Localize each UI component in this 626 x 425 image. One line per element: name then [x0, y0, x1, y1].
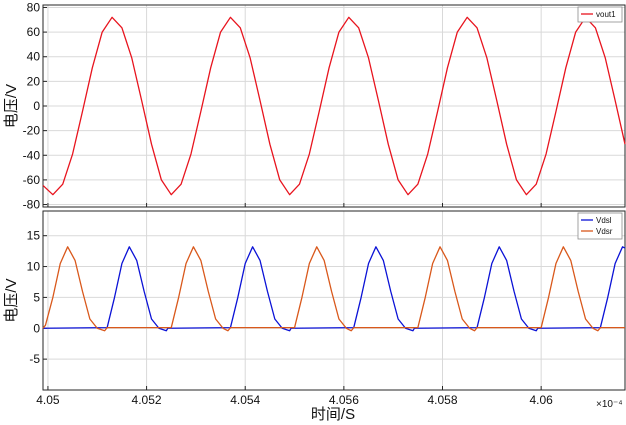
plot-frame-1: [42, 210, 626, 391]
x-tick-label-1: 4.052: [132, 393, 162, 407]
x-tick-label-5: 4.06: [529, 393, 553, 407]
legend-label-vout1: vout1: [596, 10, 616, 19]
lines-layer: [42, 16, 626, 332]
y-axis-label-1: 电压/V: [3, 278, 20, 322]
grid-layer: [43, 5, 625, 390]
y-tick-label-1-3: 10: [27, 260, 41, 274]
legend-box-1: [577, 212, 623, 240]
legend-label-vdsr: Vdsr: [596, 227, 613, 236]
y-tick-label-0-4: 0: [33, 99, 40, 113]
series-line-vdsr: [42, 246, 625, 332]
series-line-vout1: [42, 16, 626, 196]
x-tick-label-0: 4.05: [36, 393, 60, 407]
x-tick-label-4: 4.058: [427, 393, 457, 407]
y-tick-label-0-7: 60: [27, 25, 41, 39]
x-tick-label-2: 4.054: [230, 393, 260, 407]
y-tick-label-0-1: -60: [23, 173, 41, 187]
y-tick-label-1-0: -5: [29, 352, 40, 366]
y-tick-label-0-5: 20: [27, 74, 41, 88]
legend-layer: vout1 Vdsl Vdsr: [577, 6, 623, 240]
x-axis-label: 时间/S: [311, 406, 355, 423]
y-tick-label-1-2: 5: [33, 290, 40, 304]
y-tick-label-0-6: 40: [27, 50, 41, 64]
y-tick-label-0-2: -40: [23, 148, 41, 162]
y-axis-label-0: 电压/V: [3, 84, 20, 128]
text-layer: -80 -60 -40 -20 0 20 40 60 80 电压/V -5 0 5 10 15 4.05 4.0…: [3, 0, 553, 407]
x-tick-label-3: 4.056: [329, 393, 359, 407]
series-line-vdsl: [42, 246, 626, 332]
axes-layer: [42, 4, 626, 391]
y-tick-label-1-4: 15: [27, 229, 41, 243]
y-tick-label-0-0: -80: [23, 198, 41, 212]
y-tick-label-0-3: -20: [23, 124, 41, 138]
x-axis-exponent: ×10⁻⁴: [596, 399, 623, 410]
legend-label-vdsl: Vdsl: [596, 216, 612, 225]
y-tick-label-0-8: 80: [27, 0, 41, 14]
legend-box-0: [577, 6, 623, 23]
y-tick-label-1-1: 0: [33, 321, 40, 335]
